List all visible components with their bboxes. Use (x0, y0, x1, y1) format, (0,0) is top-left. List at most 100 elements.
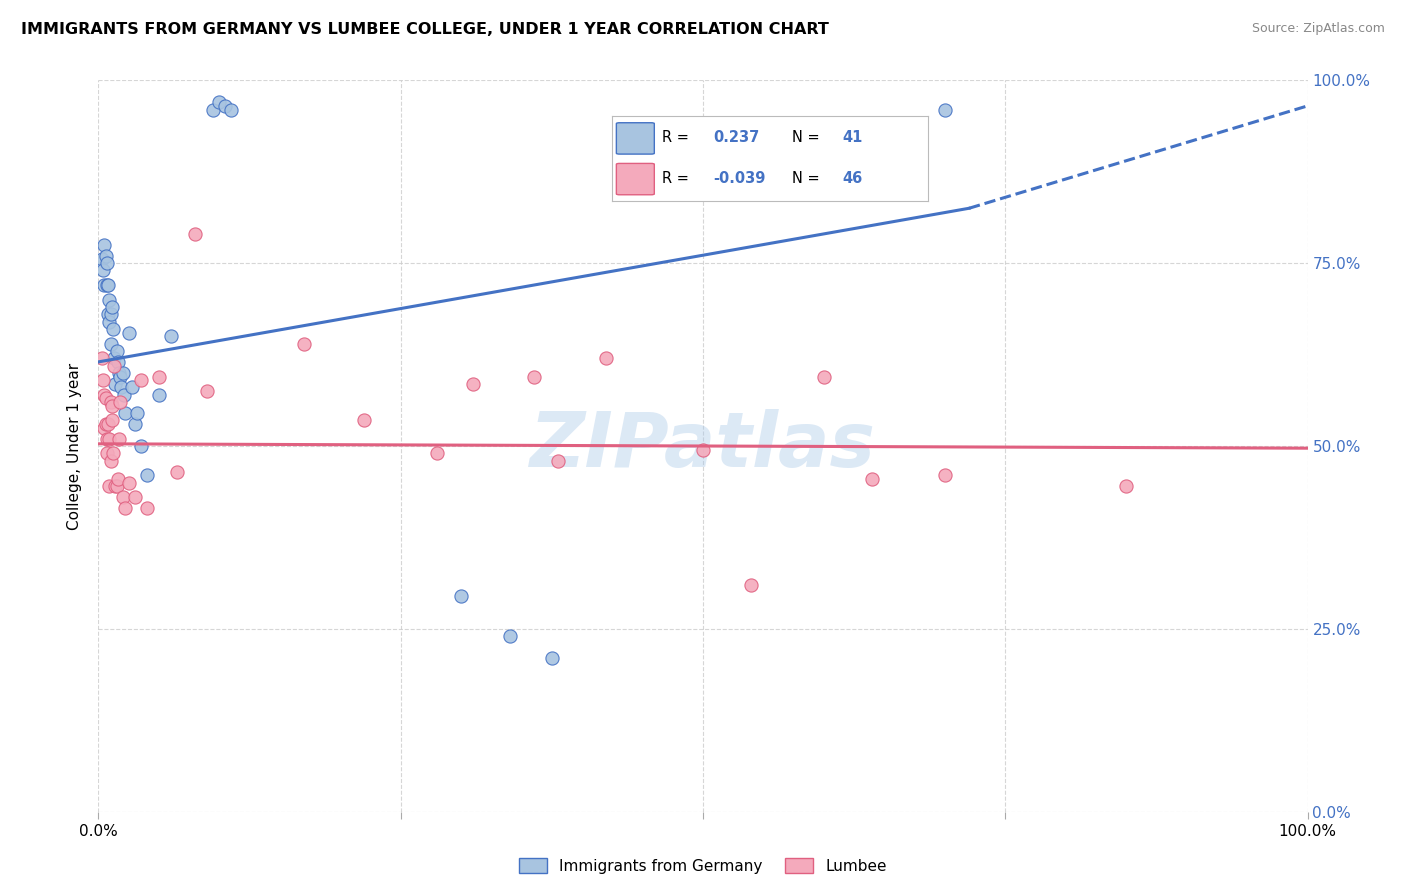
Point (184, 227, 207, 241)
Point (498, 629, 520, 643)
Point (91, 373, 114, 387)
Point (114, 501, 136, 516)
Point (100, 413, 122, 427)
Text: N =: N = (792, 130, 820, 145)
Point (129, 373, 152, 387)
Point (94, 249, 117, 263)
Point (463, 376, 485, 391)
Point (595, 351, 617, 366)
Point (94, 392, 117, 406)
Point (118, 326, 141, 340)
Point (93, 237, 115, 252)
Point (108, 369, 131, 384)
Point (108, 432, 131, 446)
Point (135, 501, 157, 516)
Point (91, 351, 114, 366)
Point (91, 252, 114, 267)
Legend: Immigrants from Germany, Lumbee: Immigrants from Germany, Lumbee (513, 852, 893, 880)
Point (104, 479, 127, 493)
Point (124, 417, 146, 431)
Point (121, 380, 143, 394)
Point (127, 406, 149, 420)
Text: N =: N = (792, 170, 820, 186)
Point (135, 468, 157, 483)
Point (93, 421, 115, 435)
Point (100, 336, 122, 351)
Point (107, 472, 129, 486)
Point (118, 475, 141, 490)
Point (110, 380, 132, 394)
Point (98, 315, 121, 329)
Point (100, 399, 122, 413)
Point (98, 293, 121, 307)
Point (540, 651, 562, 665)
Point (740, 578, 762, 592)
Point (101, 446, 124, 460)
Point (97, 278, 120, 293)
Point (96, 278, 118, 293)
Point (450, 589, 472, 603)
Text: 46: 46 (842, 170, 863, 186)
Point (93, 388, 115, 402)
Point (96, 256, 118, 270)
Point (202, 103, 225, 117)
Point (934, 103, 956, 117)
Point (104, 376, 127, 391)
Point (111, 366, 134, 380)
Point (103, 351, 125, 366)
Point (100, 300, 122, 314)
Point (160, 329, 183, 343)
Point (98, 479, 121, 493)
Point (108, 366, 131, 380)
Point (96, 446, 118, 460)
Text: R =: R = (662, 170, 689, 186)
Point (292, 336, 315, 351)
Point (100, 453, 122, 467)
Text: -0.039: -0.039 (713, 170, 765, 186)
FancyBboxPatch shape (616, 123, 654, 154)
Point (91, 263, 114, 277)
Point (221, 103, 243, 117)
Point (547, 453, 569, 467)
Point (100, 395, 122, 409)
Point (934, 468, 956, 483)
Text: Source: ZipAtlas.com: Source: ZipAtlas.com (1251, 22, 1385, 36)
Point (100, 307, 122, 321)
Text: 0.237: 0.237 (713, 130, 759, 145)
Point (148, 388, 170, 402)
Y-axis label: College, Under 1 year: College, Under 1 year (67, 362, 83, 530)
Point (108, 395, 131, 409)
Point (111, 490, 134, 504)
Point (93, 278, 115, 293)
Point (692, 442, 714, 457)
Point (103, 359, 125, 373)
Text: ZIPatlas: ZIPatlas (530, 409, 876, 483)
Point (166, 465, 188, 479)
Point (860, 472, 883, 486)
Point (105, 343, 128, 358)
Point (105, 479, 128, 493)
Point (426, 446, 449, 460)
FancyBboxPatch shape (616, 163, 654, 194)
Point (208, 95, 231, 110)
Point (523, 369, 546, 384)
Point (101, 322, 124, 336)
Text: R =: R = (662, 130, 689, 145)
Point (195, 384, 218, 399)
Point (214, 99, 236, 113)
Text: 41: 41 (842, 130, 863, 145)
Point (97, 417, 120, 431)
Point (129, 439, 152, 453)
Point (98, 432, 121, 446)
Point (97, 307, 120, 321)
Point (114, 406, 136, 420)
Point (96, 432, 118, 446)
Point (353, 413, 375, 427)
Text: IMMIGRANTS FROM GERMANY VS LUMBEE COLLEGE, UNDER 1 YEAR CORRELATION CHART: IMMIGRANTS FROM GERMANY VS LUMBEE COLLEG… (21, 22, 830, 37)
Point (1115, 479, 1137, 493)
Point (112, 388, 135, 402)
Point (813, 369, 835, 384)
Point (107, 355, 129, 369)
Point (148, 369, 170, 384)
Point (94, 417, 117, 431)
